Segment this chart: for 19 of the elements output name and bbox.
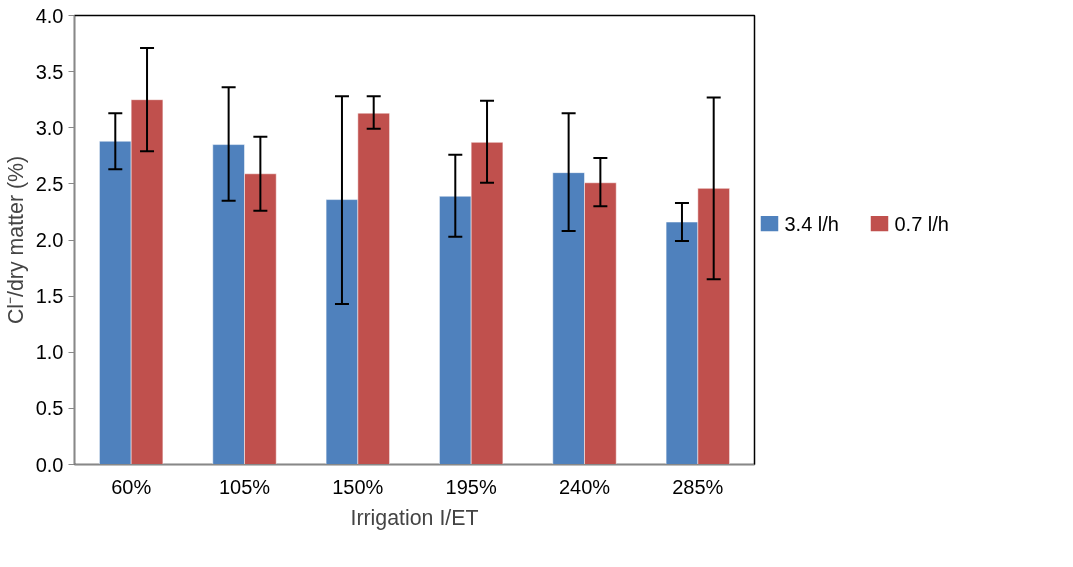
y-tick-label: 1.0 <box>35 341 64 364</box>
y-tick-label: 0.0 <box>35 453 64 476</box>
y-tick-label: 2.0 <box>35 229 64 251</box>
y-axis-title: Cl⁻/dry matter (%) <box>3 155 28 325</box>
x-tick-label: 150% <box>332 475 384 498</box>
y-tick-label: 1.5 <box>35 285 64 308</box>
x-tick-label: 240% <box>558 475 611 498</box>
y-tick-label: 0.5 <box>35 397 64 420</box>
y-tick-label: 4.0 <box>35 4 64 27</box>
x-axis-title: Irrigation I/ET <box>350 505 479 530</box>
x-tick-label: 60% <box>111 475 152 498</box>
x-tick-label: 105% <box>218 475 271 498</box>
y-tick-label: 2.5 <box>35 172 64 195</box>
y-tick-label: 3.0 <box>35 116 64 139</box>
legend-label: 0.7 l/h <box>894 212 949 235</box>
y-tick-label: 3.5 <box>35 60 64 83</box>
x-tick-label: 195% <box>445 475 497 498</box>
legend-label: 3.4 l/h <box>784 212 839 235</box>
x-tick-label: 285% <box>672 475 724 498</box>
